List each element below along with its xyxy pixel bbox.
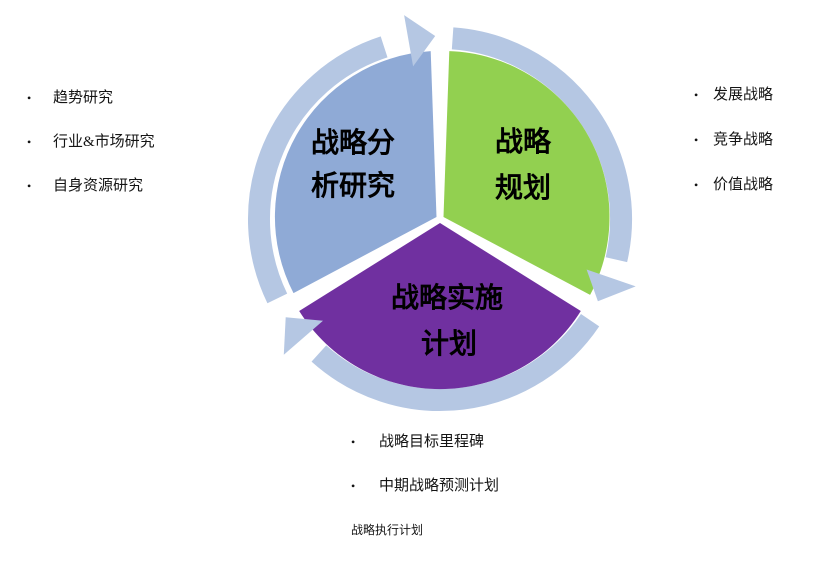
cycle-arrow-left-icon xyxy=(283,317,323,355)
cycle-ring-arc-analysis xyxy=(248,36,388,304)
cycle-ring-arc-planning xyxy=(451,27,633,263)
bullet-icon: • xyxy=(694,88,699,102)
list-item-text: 战略目标里程碑 xyxy=(379,434,485,450)
left-bullet-list: • 趋势研究 • 行业&市场研究 • 自身资源研究 xyxy=(27,88,155,196)
segment-strategic-analysis xyxy=(274,51,437,294)
segment-label-implementation-line2: 计划 xyxy=(421,328,477,360)
list-item: • 中期战略预测计划 xyxy=(351,476,499,496)
bullet-icon: • xyxy=(694,178,699,192)
right-bullet-list: • 发展战略 • 竞争战略 • 价值战略 xyxy=(694,85,773,195)
list-item-text: 趋势研究 xyxy=(53,90,114,106)
list-item-text: 发展战略 xyxy=(713,87,774,103)
list-item: • 竞争战略 xyxy=(694,130,773,150)
list-item: • 自身资源研究 xyxy=(27,176,155,196)
cycle-ring-arc-implementation xyxy=(311,314,600,412)
list-item-text: 自身资源研究 xyxy=(53,178,144,194)
list-item-text: 竞争战略 xyxy=(713,132,774,148)
segment-label-planning-line1: 战略 xyxy=(495,126,552,158)
segment-label-analysis-line2: 析研究 xyxy=(311,169,395,202)
list-item: • 战略目标里程碑 xyxy=(351,432,499,452)
cycle-arrow-top-icon xyxy=(404,15,436,67)
list-item: • 价值战略 xyxy=(694,175,773,195)
cycle-arrows xyxy=(283,15,636,355)
bullet-icon: • xyxy=(351,435,356,449)
list-item: • 行业&市场研究 xyxy=(27,132,155,152)
bullet-icon: 战略执行计划 xyxy=(351,523,424,537)
segment-label-planning-line2: 规划 xyxy=(495,172,551,204)
segment-label-analysis-line1: 战略分 xyxy=(311,127,395,159)
bullet-icon: • xyxy=(27,179,32,193)
cycle-ring xyxy=(248,27,633,412)
bottom-bullet-list: • 战略目标里程碑 • 中期战略预测计划 战略执行计划 xyxy=(351,432,499,540)
bullet-icon: • xyxy=(351,479,356,493)
segment-label-implementation-line1: 战略实施 xyxy=(391,281,503,314)
cycle-arrow-right-icon xyxy=(586,269,636,302)
bullet-icon: • xyxy=(27,91,32,105)
list-item-text: 中期战略预测计划 xyxy=(379,478,500,494)
list-item: • 发展战略 xyxy=(694,85,773,105)
segment-strategic-planning xyxy=(443,51,610,295)
list-item: 战略执行计划 xyxy=(351,520,499,540)
list-item: • 趋势研究 xyxy=(27,88,155,108)
bullet-icon: • xyxy=(27,135,32,149)
list-item-text: 行业&市场研究 xyxy=(53,134,155,150)
list-item-text: 价值战略 xyxy=(713,177,774,193)
segment-implementation-plan xyxy=(299,223,581,390)
bullet-icon: • xyxy=(694,133,699,147)
